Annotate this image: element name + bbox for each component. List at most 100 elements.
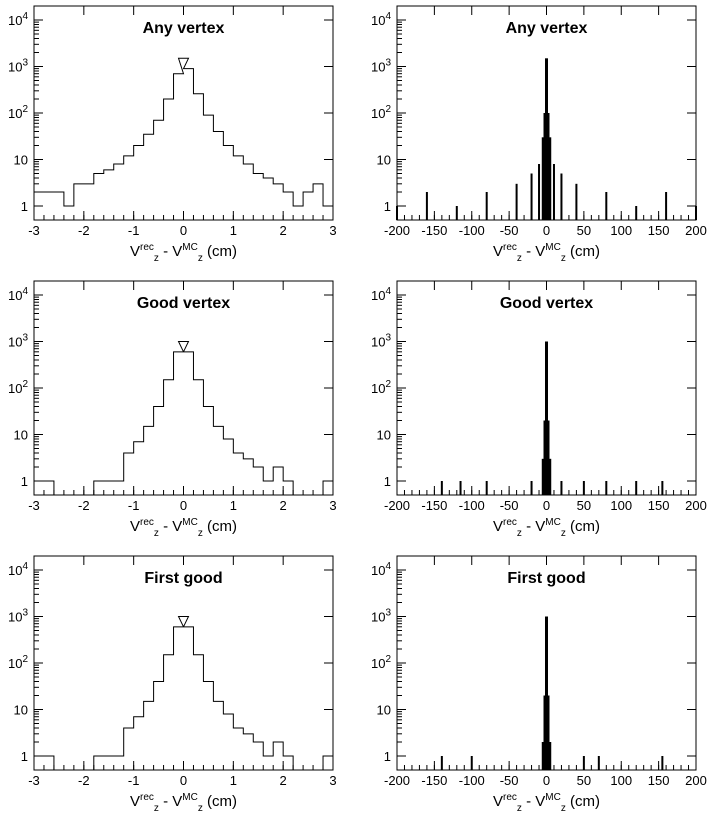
x-tick-label: 3 [329,773,336,788]
y-tick-label: 103 [8,332,28,349]
histogram-bin [582,756,585,770]
chart-panel: Good vertex -200 -150 -100 -50 0 50 100 150 200 1 1… [371,280,707,539]
x-tick-label: -1 [128,773,140,788]
histogram-bin [396,206,398,220]
x-tick-label: -100 [459,498,485,513]
histogram-line [34,340,333,496]
y-tick-label: 1 [384,749,391,764]
x-tick-label: 200 [685,498,707,513]
x-tick-label: 200 [685,223,707,238]
x-tick-label: 150 [648,223,670,238]
x-tick-label: -150 [421,223,447,238]
histogram-bin [515,183,518,220]
histogram-bin [459,481,462,495]
histogram-bin [549,458,552,495]
y-tick-label: 1 [21,749,28,764]
y-tick-label: 104 [8,286,28,303]
y-tick-label: 10 [377,428,391,443]
x-tick-label: -50 [500,223,519,238]
x-axis-label: Vrecz - VMCz (cm) [130,517,237,539]
x-tick-label: -3 [28,773,40,788]
histogram-bin [546,420,550,495]
chart-panel: Any vertex -200 -150 -100 -50 0 50 100 150 200 1 10… [371,5,707,264]
x-tick-label: -50 [500,773,519,788]
y-tick-label: 103 [371,57,391,74]
histogram-bin [635,481,638,495]
y-tick-label: 102 [371,104,391,121]
y-tick-label: 1 [384,199,391,214]
x-tick-label: -200 [384,223,410,238]
x-tick-label: 0 [180,773,187,788]
x-tick-label: 0 [543,773,550,788]
y-tick-label: 103 [8,607,28,624]
plot-frame [33,280,334,496]
histogram-bin [597,756,600,770]
x-tick-label: -150 [421,773,447,788]
x-tick-label: -200 [384,773,410,788]
histogram-bin [541,458,544,495]
histogram-line [34,57,333,207]
x-tick-label: 100 [610,498,632,513]
histogram-bin [546,695,550,770]
x-tick-label: -200 [384,498,410,513]
y-tick-label: 10 [14,153,28,168]
plot-frame [33,5,334,221]
x-axis-label: Vrecz - VMCz (cm) [130,792,237,814]
x-tick-label: -2 [78,498,90,513]
y-tick-label: 102 [8,104,28,121]
x-tick-label: 1 [230,773,237,788]
chart-panel: First good -200 -150 -100 -50 0 50 100 150 200 1 10… [371,555,707,814]
x-tick-label: 150 [648,498,670,513]
x-tick-label: 0 [543,498,550,513]
x-tick-label: 2 [280,773,287,788]
x-tick-label: -150 [421,498,447,513]
y-tick-label: 104 [371,286,391,303]
y-tick-label: 1 [21,474,28,489]
histogram-bin [635,206,638,220]
y-tick-label: 103 [371,332,391,349]
x-tick-label: 2 [280,498,287,513]
histogram-bin [470,756,473,770]
x-tick-label: -2 [78,223,90,238]
histogram-line [34,615,333,771]
chart-title: Good vertex [500,295,593,312]
x-tick-label: 3 [329,498,336,513]
histogram-bin [605,481,608,495]
x-axis-label: Vrecz - VMCz (cm) [493,792,600,814]
histogram-bin [695,206,697,220]
x-tick-label: -3 [28,498,40,513]
plot-frame [33,555,334,771]
x-tick-label: 3 [329,223,336,238]
x-tick-label: 100 [610,223,632,238]
histogram-bin [485,481,488,495]
histogram-bin [575,183,578,220]
y-tick-label: 10 [377,703,391,718]
histogram-bin [661,481,664,495]
y-tick-label: 104 [8,11,28,28]
x-tick-label: -1 [128,223,140,238]
histogram-bin [425,192,428,220]
x-tick-label: -3 [28,223,40,238]
x-axis-label: Vrecz - VMCz (cm) [493,517,600,539]
y-tick-label: 1 [21,199,28,214]
y-tick-label: 103 [371,607,391,624]
y-tick-label: 10 [377,153,391,168]
x-tick-label: -1 [128,498,140,513]
chart-title: Any vertex [506,20,588,37]
y-tick-label: 104 [371,11,391,28]
histogram-bin [552,164,555,220]
y-tick-label: 104 [371,561,391,578]
chart-title: First good [507,570,585,587]
histogram-bin [530,481,533,495]
histogram-bin [549,137,552,220]
y-tick-label: 102 [371,654,391,671]
x-tick-label: -50 [500,498,519,513]
x-axis-label: Vrecz - VMCz (cm) [130,242,237,264]
histogram-bin [665,192,668,220]
y-tick-label: 102 [371,379,391,396]
x-tick-label: 100 [610,773,632,788]
x-tick-label: 50 [577,498,591,513]
x-tick-label: 0 [180,223,187,238]
histogram-bin [530,173,533,220]
